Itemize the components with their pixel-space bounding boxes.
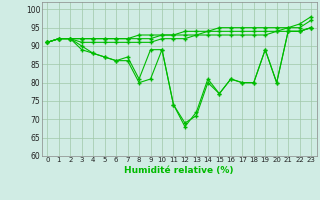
X-axis label: Humidité relative (%): Humidité relative (%) (124, 166, 234, 175)
